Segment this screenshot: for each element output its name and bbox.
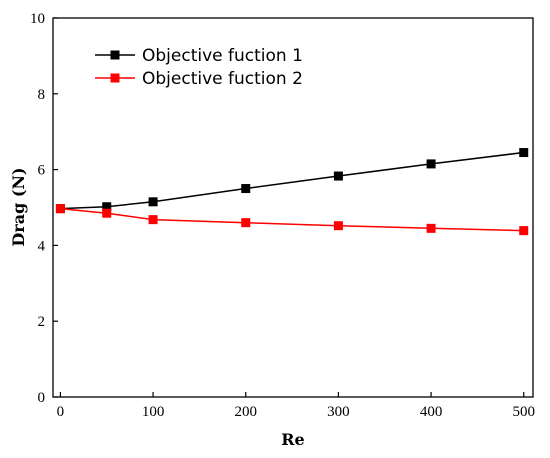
y-tick-label: 8 [38,87,46,103]
legend-marker-1 [110,50,120,60]
series-1-point [519,148,529,158]
x-tick-label: 200 [234,404,257,420]
legend-label-2: Objective fuction 2 [142,69,303,89]
x-tick-label: 0 [57,404,65,420]
legend-marker-2 [110,73,120,83]
y-tick-label: 10 [30,11,45,27]
x-tick-label: 100 [142,404,165,420]
series-2-point [519,226,529,236]
series-2-point [55,204,65,214]
series-1-point [426,159,436,169]
y-axis-title: Drag (N) [9,167,28,246]
series-1-point [241,184,251,194]
series-1-point [148,197,158,207]
series-2-point [102,208,112,218]
y-tick-label: 6 [38,163,46,179]
y-tick-label: 2 [38,314,46,330]
x-tick-label: 300 [327,404,350,420]
series-line-1 [60,151,524,210]
y-tick-label: 4 [38,238,46,254]
x-tick-label: 500 [512,404,535,420]
legend: Objective fuction 1 Objective fuction 2 [95,46,303,89]
y-tick-label: 0 [38,390,46,406]
axis-ticks: 0 100 200 300 400 500 0 2 4 6 8 10 [30,11,535,420]
legend-label-1: Objective fuction 1 [142,46,303,66]
series-2-point [148,215,158,225]
series-2-point [333,221,343,231]
series-line-2 [60,207,524,232]
series-1-point [333,171,343,181]
series-2-point [426,223,436,233]
plot-frame [52,17,534,398]
series-2-point [241,218,251,228]
series-1-point [102,202,112,212]
x-tick-label: 400 [420,404,443,420]
series-layer [55,148,529,236]
x-axis-title: Re [281,430,304,449]
